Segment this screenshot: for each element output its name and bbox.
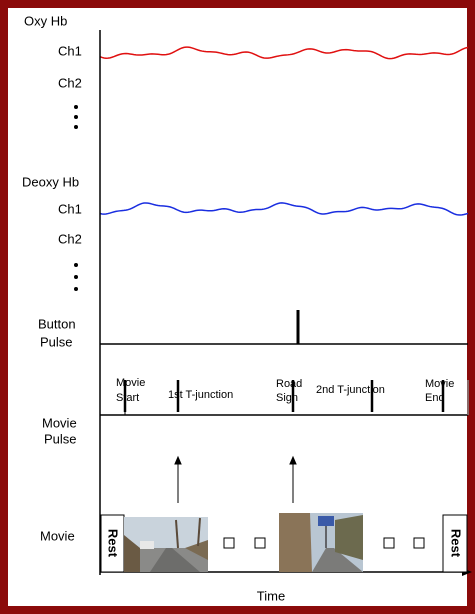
rest-label: Rest <box>106 529 121 558</box>
event-label: Sign <box>276 392 298 404</box>
rest-label: Rest <box>449 529 464 558</box>
frame <box>4 4 471 610</box>
movie-pulse-label: Movie <box>42 415 77 430</box>
time-label: Time <box>257 588 285 603</box>
oxy-ch2-label: Ch2 <box>58 75 82 90</box>
deoxy-ch1-label: Ch1 <box>58 201 82 216</box>
event-label: Movie <box>116 377 145 389</box>
event-label: Road <box>276 378 302 390</box>
event-label: End <box>425 392 445 404</box>
skip-box <box>384 538 394 548</box>
deoxy-hb-label: Deoxy Hb <box>22 174 79 189</box>
button-pulse-label: Button <box>38 316 76 331</box>
deoxy-ch2-label: Ch2 <box>58 231 82 246</box>
oxy-hb-label: Oxy Hb <box>24 13 67 28</box>
skip-box <box>224 538 234 548</box>
movie-frame-2 <box>279 513 363 572</box>
skip-box <box>414 538 424 548</box>
event-label: Movie <box>425 378 454 390</box>
oxy-ch1-label: Ch1 <box>58 43 82 58</box>
event-label: Start <box>116 392 139 404</box>
movie-label: Movie <box>40 528 75 543</box>
figure: Oxy Hb Ch1 Ch2 Deoxy Hb Ch1 Ch2 Button P… <box>0 0 475 614</box>
movie-pulse-label: Pulse <box>44 431 77 446</box>
skip-box <box>255 538 265 548</box>
button-pulse-label: Pulse <box>40 334 73 349</box>
event-label: 2nd T-junction <box>316 384 385 396</box>
movie-frame-1 <box>124 517 208 572</box>
